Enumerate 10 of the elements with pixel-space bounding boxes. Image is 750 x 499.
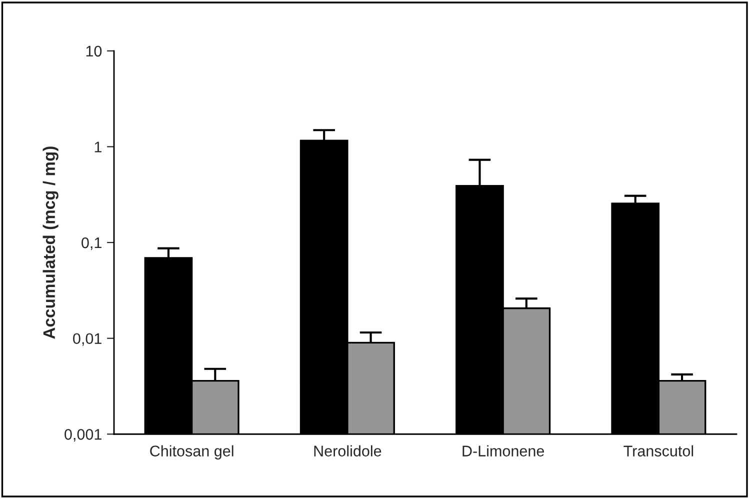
x-tick-label: Transcutol (624, 445, 694, 456)
y-tick-label: 0,01 (73, 333, 102, 346)
y-tick-label: 0,001 (64, 429, 102, 442)
x-tick-label: Nerolidole (314, 445, 382, 456)
y-tick-label: 10 (86, 46, 102, 57)
y-tick-label: 1 (94, 142, 102, 152)
y-axis-title: Accumulated (mcg / mg) (42, 146, 58, 339)
y-tick-label: 0,1 (82, 237, 102, 250)
x-tick-label: Chitosan gel (150, 445, 234, 460)
x-tick-label: D-Limonene (462, 445, 544, 456)
